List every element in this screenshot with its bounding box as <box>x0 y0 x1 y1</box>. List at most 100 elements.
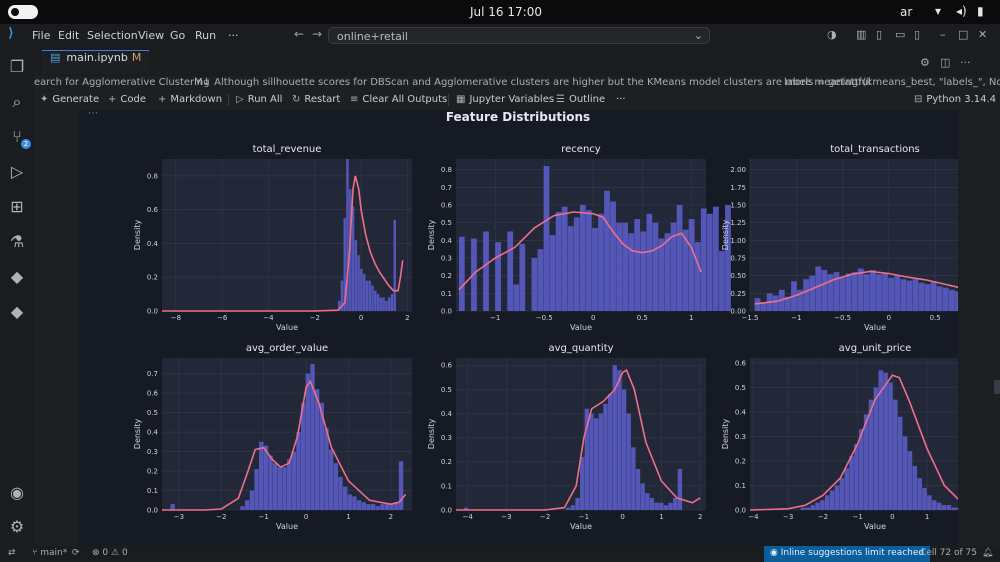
histogram-bar <box>259 441 264 510</box>
menu-more[interactable]: ··· <box>228 29 239 42</box>
kernel-picker[interactable]: ⊟ Python 3.14.4 <box>914 94 996 105</box>
more-actions-icon[interactable]: ··· <box>960 56 971 69</box>
histogram-bar <box>376 294 380 311</box>
breadcrumb-item-2[interactable]: M↓ Although sillhouette scores for DBSca… <box>194 77 871 88</box>
x-tick-label: 0 <box>304 513 308 521</box>
problems-indicator[interactable]: ⊗ 0 ⚠ 0 <box>92 548 128 558</box>
testing-icon[interactable]: ⚗ <box>9 232 25 251</box>
histogram-bar <box>368 280 371 311</box>
add-code-button[interactable]: + Code <box>108 94 146 105</box>
split-editor-icon[interactable]: ◫ <box>940 56 951 69</box>
search-icon[interactable]: ⌕ <box>12 92 22 111</box>
tab-main-ipynb[interactable]: ▤ main.ipynb M <box>42 50 150 74</box>
histogram-bar <box>706 213 713 311</box>
python-icon[interactable]: ◆ <box>10 267 24 286</box>
forward-arrow-icon[interactable]: → <box>312 27 323 41</box>
histogram-bar <box>592 227 598 311</box>
generate-button[interactable]: ✦ Generate <box>40 94 99 105</box>
x-tick-label: −1 <box>490 314 500 322</box>
toggle-sidebar-icon[interactable]: ▯ <box>876 28 883 41</box>
histogram-bar <box>888 277 895 311</box>
vertical-scrollbar[interactable] <box>994 380 1000 394</box>
add-markdown-button[interactable]: + Markdown <box>158 94 222 105</box>
close-icon[interactable]: ✕ <box>978 28 988 41</box>
y-tick-label: 0.4 <box>735 408 747 416</box>
histogram-bar <box>382 297 385 311</box>
wifi-icon[interactable]: ▾ <box>935 4 942 18</box>
histogram-bar <box>646 213 653 311</box>
remote-icon[interactable]: ⇄ <box>8 548 16 558</box>
branch-indicator[interactable]: ⑂ main* <box>32 548 68 558</box>
volume-icon[interactable]: ◂) <box>956 4 967 18</box>
system-user-label[interactable]: ar <box>900 5 913 19</box>
chat-icon[interactable]: ⌄ <box>693 29 703 42</box>
source-control-icon[interactable]: ⑂ <box>7 127 31 149</box>
copilot-status-icon: ◉ <box>770 548 781 558</box>
sync-icon[interactable]: ⟳ <box>72 548 80 558</box>
y-tick-label: 0.1 <box>441 290 452 298</box>
toggle-panel-icon[interactable]: ▭ <box>895 28 906 41</box>
minimize-icon[interactable]: – <box>940 28 946 41</box>
kde-curve-total-revenue <box>162 175 404 312</box>
histogram-bar <box>305 373 311 510</box>
breadcrumb-item-3[interactable]: labels = getattr(kmeans_best, "labels_",… <box>784 77 1000 88</box>
output-collapse-dots[interactable]: ⋯ <box>88 110 98 119</box>
toolbar-more-button[interactable]: ··· <box>616 94 626 105</box>
restart-button[interactable]: ↻ Restart <box>292 94 340 105</box>
run-debug-icon[interactable]: ▷ <box>10 162 24 181</box>
extensions-icon[interactable]: ⊞ <box>10 197 24 216</box>
maximize-icon[interactable]: □ <box>958 28 969 41</box>
histogram-bar <box>370 504 376 510</box>
outline-button[interactable]: ☰ Outline <box>556 94 605 105</box>
notebook-settings-icon[interactable]: ⚙ <box>920 56 930 69</box>
settings-gear-icon[interactable]: ⚙ <box>9 517 25 536</box>
clear-outputs-button[interactable]: ≡ Clear All Outputs <box>350 94 447 105</box>
y-tick-label: 0.75 <box>730 254 746 262</box>
x-tick-label: 0.5 <box>930 314 941 322</box>
back-arrow-icon[interactable]: ← <box>294 27 305 41</box>
plus-icon: + <box>108 94 117 105</box>
toggle-secondary-sidebar-icon[interactable]: ▯ <box>914 28 921 41</box>
x-tick-label: −3 <box>783 513 793 521</box>
histogram-bar <box>688 219 695 311</box>
histogram-bar <box>936 502 942 510</box>
menu-run[interactable]: Run <box>195 29 217 42</box>
kde-curve-avg-order-value <box>162 379 407 511</box>
command-center-search[interactable]: online+retail ⌄ <box>328 27 710 44</box>
y-tick-label: 0.4 <box>441 237 453 245</box>
system-clock[interactable]: Jul 16 17:00 <box>470 5 542 19</box>
python-env-icon[interactable]: ◆ <box>10 302 24 321</box>
y-tick-label: 0.0 <box>147 308 158 316</box>
y-axis-label: Density <box>721 419 730 450</box>
chart-title-avg-quantity: avg_quantity <box>548 343 614 354</box>
y-tick-label: 0.7 <box>147 370 158 378</box>
menu-view[interactable]: View <box>138 29 165 42</box>
copilot-icon[interactable]: ◑ <box>827 28 837 41</box>
explorer-icon[interactable]: ❐ <box>9 57 25 76</box>
histogram-bar <box>670 222 677 311</box>
layout-icon[interactable]: ▥ <box>856 28 867 41</box>
x-axis-label: Value <box>570 522 592 531</box>
histogram-bar <box>263 445 269 510</box>
inline-suggestions-status[interactable]: ◉ Inline suggestions limit reached <box>764 546 931 562</box>
x-tick-label: −4 <box>462 513 473 521</box>
errors-count: 0 <box>102 548 109 558</box>
menu-edit[interactable]: Edit <box>58 29 80 42</box>
notifications-icon[interactable]: 🔔︎ <box>982 548 994 558</box>
menu-file[interactable]: File <box>32 29 51 42</box>
run-all-button[interactable]: ▷ Run All <box>236 94 282 105</box>
jupyter-variables-button[interactable]: ▦ Jupyter Variables <box>456 94 554 105</box>
status-bar: ⇄ ⑂ main* ⟳ ⊗ 0 ⚠ 0 ◉ Inline suggestions… <box>0 546 1000 562</box>
histogram-bar <box>900 279 907 311</box>
battery-icon[interactable]: ▮ <box>977 4 984 18</box>
menu-go[interactable]: Go <box>170 29 186 42</box>
activities-indicator[interactable] <box>8 5 38 19</box>
account-icon[interactable]: ◉ <box>10 483 24 502</box>
menu-selection[interactable]: Selection <box>87 29 138 42</box>
cell-position[interactable]: Cell 72 of 75 <box>920 548 977 558</box>
histogram-bar <box>249 490 255 510</box>
y-tick-label: 0.00 <box>730 308 746 316</box>
histogram-bar <box>851 272 858 311</box>
breadcrumb-item-1[interactable]: earch for Agglomerative Clustering <box>34 77 210 88</box>
histogram-bar <box>676 204 683 311</box>
